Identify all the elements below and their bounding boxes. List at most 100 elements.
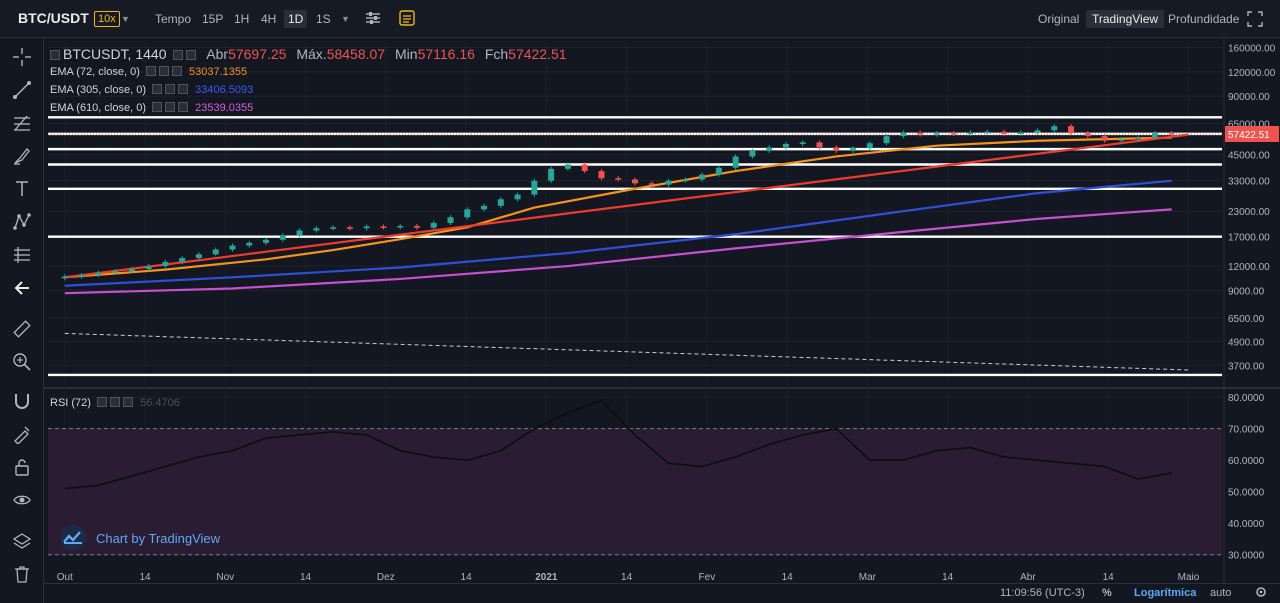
rsi-series — [64, 399, 1172, 490]
interval-15p[interactable]: 15P — [202, 12, 224, 26]
zoom-icon[interactable] — [11, 351, 33, 373]
candle-body — [1151, 133, 1158, 138]
time-tick-label: Dez — [377, 572, 395, 583]
leverage-badge[interactable]: 10x — [94, 11, 120, 27]
pattern-icon[interactable] — [11, 211, 33, 233]
candle-body — [715, 167, 722, 175]
top-toolbar: BTC/USDT 10x ▼ Tempo 15P 1H 4H 1D 1S ▼ O… — [0, 0, 1280, 38]
interval-1s[interactable]: 1S — [316, 12, 331, 26]
view-tradingview[interactable]: TradingView — [1086, 10, 1165, 28]
gear-icon[interactable] — [1254, 585, 1268, 602]
log-toggle[interactable]: Logarítmica — [1134, 587, 1197, 599]
candle-body — [497, 199, 504, 206]
interval-more-icon[interactable]: ▼ — [341, 14, 350, 24]
ema72-settings-icon[interactable] — [158, 66, 169, 76]
layers-icon[interactable] — [11, 530, 33, 552]
lock-icon[interactable] — [11, 456, 33, 478]
open-value: 57697.25 — [228, 46, 287, 62]
view-original[interactable]: Original — [1038, 12, 1080, 26]
price-tick-label: 12000.00 — [1228, 262, 1270, 273]
magnet-icon[interactable] — [11, 390, 33, 412]
candle-body — [1068, 126, 1075, 134]
candle-body — [212, 249, 219, 255]
ema72-eye-icon[interactable] — [145, 66, 156, 76]
back-arrow-icon[interactable] — [11, 277, 33, 299]
candles — [61, 124, 1175, 281]
settings-small-icon[interactable] — [186, 50, 197, 60]
interval-tempo[interactable]: Tempo — [155, 12, 192, 26]
candle-body — [1051, 126, 1058, 131]
rsi-tick-label: 40.0000 — [1228, 519, 1265, 530]
ema610-value: 23539.0355 — [195, 102, 254, 114]
candle-body — [430, 222, 437, 228]
legend-row-rsi: RSI (72) 56.4706 — [50, 397, 180, 409]
candle-body — [984, 131, 991, 134]
rsi-eye-icon[interactable] — [97, 397, 108, 407]
candle-body — [1034, 130, 1041, 133]
price-tick-label: 23000.00 — [1228, 207, 1270, 218]
price-tick-label: 160000.00 — [1228, 44, 1276, 55]
candle-body — [766, 147, 773, 151]
price-tick-label: 6500.00 — [1228, 314, 1265, 325]
time-tick-label: Nov — [216, 572, 234, 583]
candle-body — [413, 225, 420, 228]
candle-body — [279, 235, 286, 240]
time-axis: Out 14 Nov 14 Dez 14 2021 14 Fev 14 Mar 14 Abr 14 Maio — [57, 572, 1200, 583]
candle-body — [967, 132, 974, 134]
ema305-close-icon[interactable] — [178, 84, 189, 94]
interval-1h[interactable]: 1H — [234, 12, 250, 26]
percent-toggle[interactable]: % — [1102, 587, 1112, 599]
ema610-settings-icon[interactable] — [165, 102, 176, 112]
settings-icon[interactable] — [363, 8, 383, 28]
price-tick-label: 120000.00 — [1228, 68, 1276, 79]
symbol-title[interactable]: BTC/USDT — [18, 10, 89, 26]
price-tick-label: 3700.00 — [1228, 361, 1265, 372]
trend-line-icon[interactable] — [11, 79, 33, 101]
rsi-tick-label: 80.0000 — [1228, 393, 1265, 404]
ema305-settings-icon[interactable] — [165, 84, 176, 94]
text-icon[interactable] — [11, 178, 33, 200]
candle-body — [1135, 137, 1142, 140]
brush-icon[interactable] — [11, 145, 33, 167]
collapse-icon[interactable] — [50, 50, 60, 60]
ema72-close-icon[interactable] — [171, 66, 182, 76]
eye-icon[interactable] — [11, 489, 33, 511]
eye-toggle-icon[interactable] — [173, 50, 184, 60]
legend-row-ema610: EMA (610, close, 0) 23539.0355 — [50, 102, 253, 114]
fullscreen-icon[interactable] — [1246, 10, 1264, 28]
crosshair-icon[interactable] — [11, 46, 33, 68]
ema610-eye-icon[interactable] — [152, 102, 163, 112]
view-profundidade[interactable]: Profundidade — [1168, 12, 1240, 26]
high-value: 58458.07 — [326, 46, 386, 62]
stay-drawing-icon[interactable] — [11, 423, 33, 445]
interval-1d[interactable]: 1D — [284, 10, 308, 28]
trash-icon[interactable] — [11, 563, 33, 585]
price-tick-label: 9000.00 — [1228, 286, 1265, 297]
interval-4h[interactable]: 4H — [261, 12, 277, 26]
tradingview-watermark[interactable]: Chart by TradingView — [58, 524, 220, 552]
rsi-settings-icon[interactable] — [110, 397, 121, 407]
price-chart[interactable]: 160000.00 120000.00 90000.00 65000.00 45000.… — [44, 38, 1280, 583]
candle-body — [648, 183, 655, 185]
candle-body — [632, 179, 638, 184]
prediction-icon[interactable] — [11, 244, 33, 266]
drawing-toolbar — [0, 38, 44, 603]
chevron-down-icon[interactable]: ▼ — [121, 14, 130, 24]
price-tick-label: 65000.00 — [1228, 120, 1270, 131]
ema610-close-icon[interactable] — [178, 102, 189, 112]
ema610-label: EMA (610, close, 0) — [50, 102, 146, 114]
fib-icon[interactable] — [11, 112, 33, 134]
indicators-icon[interactable] — [397, 8, 417, 28]
ruler-icon[interactable] — [11, 318, 33, 340]
legend-symbol: BTCUSDT, 1440 — [63, 46, 167, 62]
candle-body — [1000, 131, 1007, 134]
time-tick-label: Abr — [1020, 572, 1036, 583]
price-axis: 160000.00 120000.00 90000.00 65000.00 45000.… — [1225, 44, 1279, 562]
ema305-eye-icon[interactable] — [152, 84, 163, 94]
candle-body — [112, 271, 119, 273]
candle-body — [564, 164, 571, 169]
time-tick-label: 14 — [621, 572, 633, 583]
rsi-close-icon[interactable] — [123, 397, 134, 407]
auto-toggle[interactable]: auto — [1210, 587, 1232, 599]
candle-body — [933, 133, 940, 135]
